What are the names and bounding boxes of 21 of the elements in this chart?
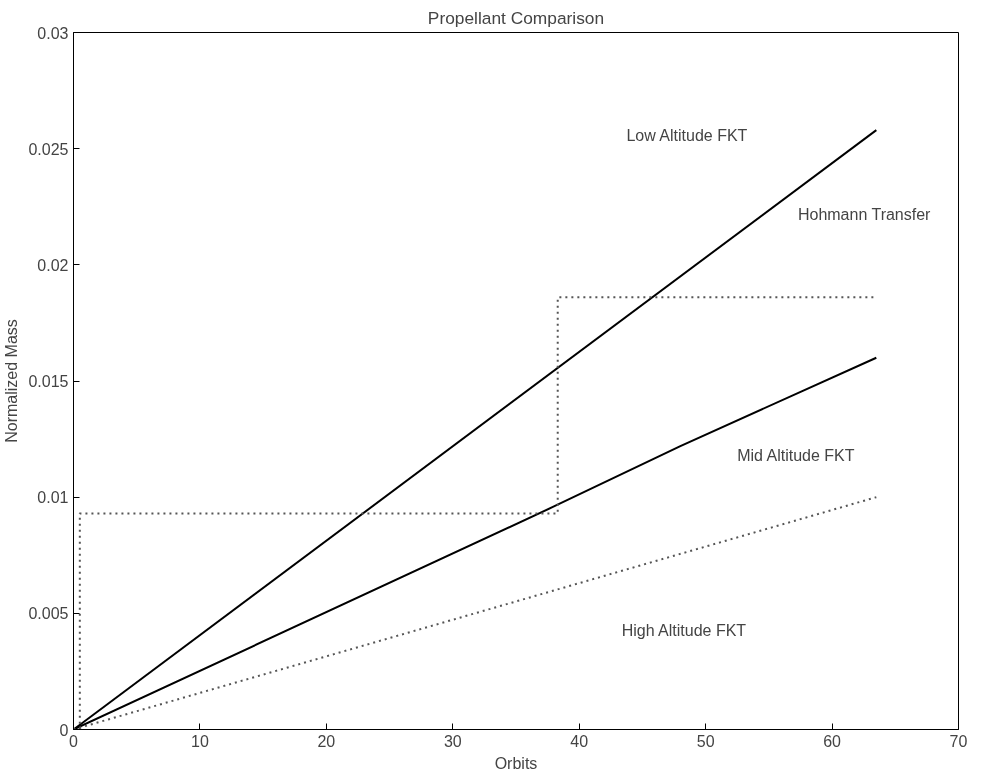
y-tick-label: 0.03 [37,24,69,42]
x-tick-label: 10 [191,732,209,750]
y-tick-label: 0.015 [28,373,69,390]
x-tick-label: 30 [443,732,462,750]
x-tick-label: 60 [823,732,842,750]
y-tick-label: 0.01 [37,489,69,507]
annotation: Low Altitude FKT [626,126,748,144]
y-axis-title: Normalized Mass [3,319,21,443]
annotation: High Altitude FKT [621,621,747,639]
x-tick-label: 40 [570,732,589,750]
annotation: Hohmann Transfer [797,205,932,223]
y-tick-label: 0.025 [28,140,69,158]
chart-title: Propellant Comparison [427,7,605,28]
x-tick-label: 20 [317,732,336,750]
x-axis-title: Orbits [494,754,538,772]
x-tick-label: 50 [696,732,715,750]
annotation: Mid Altitude FKT [737,447,855,465]
y-tick-label: 0 [59,721,69,739]
y-tick-label: 0.02 [37,256,69,274]
y-tick-label: 0.005 [28,605,69,623]
x-tick-label: 70 [949,732,968,750]
